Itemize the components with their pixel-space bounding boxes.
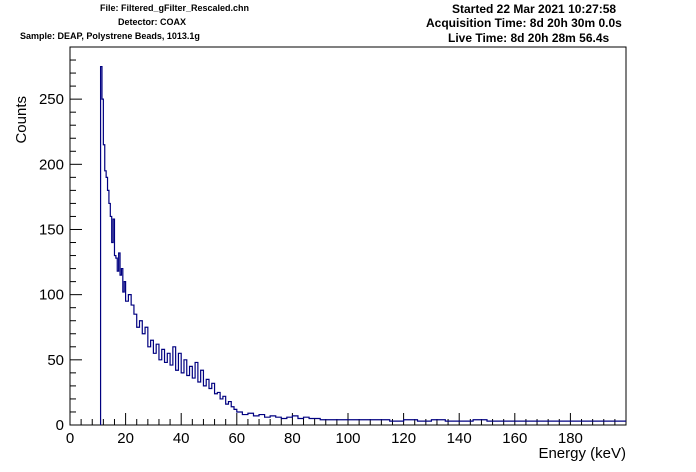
x-axis: 0 20 40 60 80 100 120 140 160 180 — [66, 413, 627, 447]
x-tick-label: 60 — [228, 430, 245, 447]
y-tick-label: 200 — [39, 156, 64, 173]
y-axis-title: Counts — [13, 96, 30, 144]
y-tick-label: 250 — [39, 91, 64, 108]
y-axis: 0 50 100 150 200 250 — [39, 46, 82, 434]
y-tick-label: 150 — [39, 221, 64, 238]
acquisition-time-label: Acquisition Time: 8d 20h 30m 0.0s — [426, 16, 622, 30]
y-tick-label: 0 — [56, 417, 64, 434]
x-tick-label: 140 — [447, 430, 472, 447]
y-tick-label: 50 — [47, 352, 64, 369]
x-tick-label: 160 — [502, 430, 527, 447]
started-label: Started 22 Mar 2021 10:27:58 — [452, 2, 617, 16]
detector-label: Detector: COAX — [118, 17, 187, 27]
sample-label: Sample: DEAP, Polystrene Beads, 1013.1g — [20, 31, 200, 41]
spectrum-series-line — [99, 65, 626, 425]
x-tick-label: 120 — [391, 430, 416, 447]
plot-frame — [69, 46, 627, 426]
x-tick-label: 20 — [117, 430, 134, 447]
x-tick-label: 80 — [284, 430, 301, 447]
file-name-label: File: Filtered_gFilter_Rescaled.chn — [100, 3, 250, 13]
y-tick-label: 100 — [39, 287, 64, 304]
x-axis-title: Energy (keV) — [538, 445, 626, 462]
x-tick-label: 40 — [173, 430, 190, 447]
x-tick-label: 180 — [558, 430, 583, 447]
x-tick-label: 0 — [66, 430, 74, 447]
x-tick-label: 100 — [335, 430, 360, 447]
live-time-label: Live Time: 8d 20h 28m 56.4s — [448, 31, 610, 45]
